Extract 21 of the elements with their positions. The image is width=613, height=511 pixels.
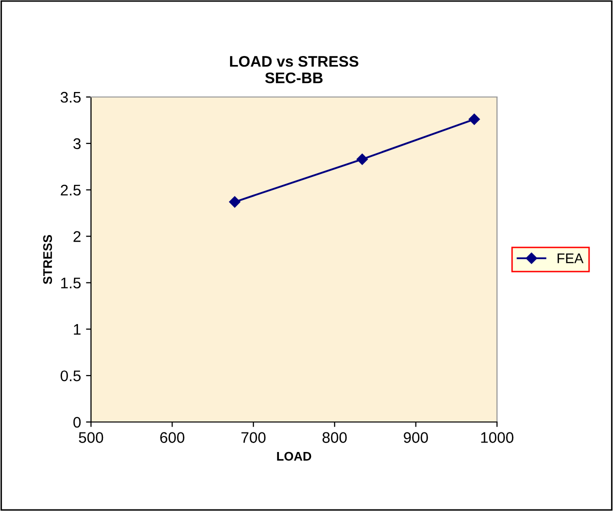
point — [229, 196, 240, 208]
legend-label: FEA — [558, 254, 584, 264]
y-tick-label: 2 — [74, 231, 81, 242]
y-tick-label: 1.5 — [61, 278, 81, 288]
y-tick-label: 0.5 — [60, 370, 81, 382]
point — [356, 154, 368, 165]
x-tick-label: 900 — [404, 432, 428, 443]
x-tick-label: 700 — [241, 432, 266, 443]
x-tick-label: 500 — [78, 432, 104, 443]
x-tick-label: 600 — [160, 432, 184, 443]
y-tick-label: 1 — [74, 324, 81, 335]
y-tick-label: 3 — [73, 138, 81, 150]
x-tick-label: 1000 — [481, 432, 514, 443]
y-tick-label: 0 — [73, 416, 81, 428]
x-axis-title: LOAD — [277, 452, 312, 461]
y-tick-label: 3.5 — [60, 92, 81, 103]
x-tick-label: 800 — [322, 432, 347, 443]
chart-title: LOAD vs STRESS SEC-BB — [230, 56, 358, 84]
y-axis-title: STRESS — [43, 234, 52, 284]
y-tick-label: 2.5 — [60, 184, 81, 196]
point — [468, 114, 480, 125]
